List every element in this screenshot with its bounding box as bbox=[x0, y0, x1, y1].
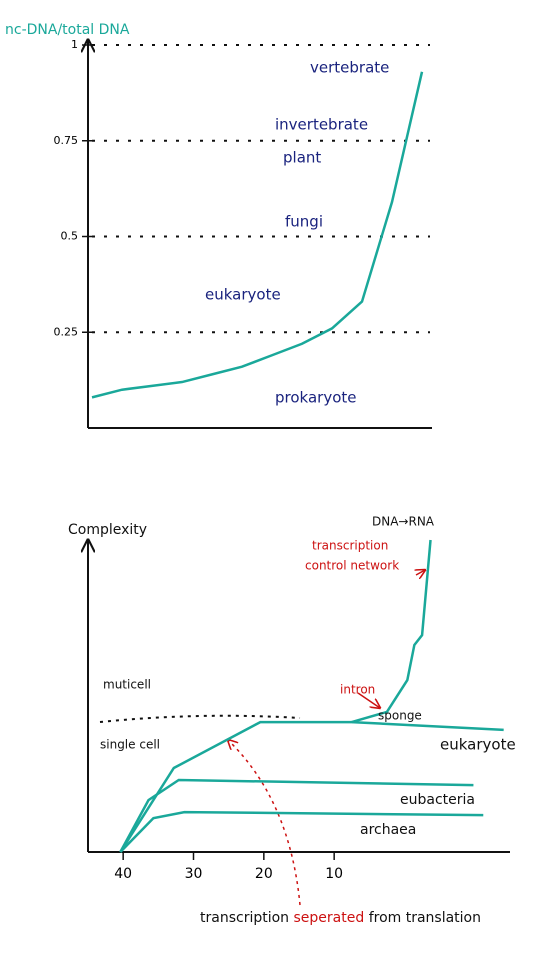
region-label: eukaryote bbox=[205, 286, 281, 304]
annotation: single cell bbox=[100, 738, 160, 752]
x-tick-label: 10 bbox=[325, 866, 343, 882]
data-line bbox=[119, 810, 484, 853]
annotation: transcription bbox=[312, 539, 388, 553]
y-tick-label: 1 bbox=[71, 38, 78, 51]
x-tick-label: 40 bbox=[114, 866, 132, 882]
pointer-arrow bbox=[357, 692, 380, 708]
region-label: prokaryote bbox=[275, 389, 356, 407]
data-line bbox=[351, 539, 432, 724]
caption-part: transcription bbox=[200, 910, 289, 926]
x-tick-label: 20 bbox=[255, 866, 273, 882]
y-tick-label: 0.75 bbox=[54, 134, 79, 147]
annotation: control network bbox=[305, 559, 399, 573]
boundary-line bbox=[99, 714, 301, 723]
caption-part: seperated bbox=[294, 910, 365, 926]
data-line bbox=[119, 778, 474, 853]
y-axis-label: nc-DNA/total DNA bbox=[5, 22, 130, 38]
series-label: DNA→RNA bbox=[372, 515, 435, 529]
data-line bbox=[91, 71, 424, 399]
x-tick-label: 30 bbox=[185, 866, 203, 882]
caption-part: from translation bbox=[369, 910, 481, 926]
series-label: archaea bbox=[360, 822, 416, 838]
annotation: sponge bbox=[378, 709, 422, 723]
y-axis-label: Complexity bbox=[68, 522, 147, 538]
y-tick-label: 0.5 bbox=[61, 230, 79, 243]
series-label: eukaryote bbox=[440, 736, 516, 754]
region-label: invertebrate bbox=[275, 116, 368, 134]
series-label: eubacteria bbox=[400, 792, 475, 808]
pointer-arrow bbox=[416, 570, 425, 575]
y-tick-label: 0.25 bbox=[54, 325, 79, 338]
region-label: vertebrate bbox=[310, 59, 389, 77]
region-label: plant bbox=[283, 149, 321, 167]
annotation: muticell bbox=[103, 678, 151, 692]
caption: transcription seperated from translation bbox=[200, 910, 481, 926]
region-label: fungi bbox=[285, 213, 323, 231]
pointer-arrow bbox=[228, 740, 301, 906]
annotation: intron bbox=[340, 683, 375, 697]
